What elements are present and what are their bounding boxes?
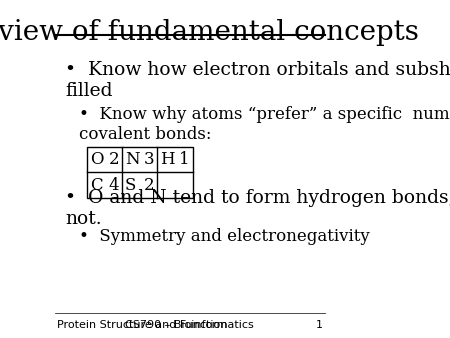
Text: Review of fundamental concepts: Review of fundamental concepts: [0, 19, 419, 46]
Text: H: H: [160, 151, 175, 168]
Text: N: N: [125, 151, 140, 168]
Bar: [87, 147, 193, 198]
Text: CS790 – Bioinformatics: CS790 – Bioinformatics: [126, 319, 254, 330]
Text: •  Symmetry and electronegativity: • Symmetry and electronegativity: [79, 228, 369, 245]
Text: •  Know why atoms “prefer” a specific  number of
covalent bonds:: • Know why atoms “prefer” a specific num…: [79, 106, 450, 143]
Text: 2: 2: [144, 176, 155, 194]
Text: S: S: [125, 176, 136, 194]
Text: 1: 1: [315, 319, 322, 330]
Text: 4: 4: [109, 176, 120, 194]
Text: 1: 1: [179, 151, 190, 168]
Text: Protein Structure and Function: Protein Structure and Function: [57, 319, 228, 330]
Text: •  O and N tend to form hydrogen bonds, C does
not.: • O and N tend to form hydrogen bonds, C…: [65, 189, 450, 228]
Text: O: O: [90, 151, 103, 168]
Text: •  Know how electron orbitals and subshells are
filled: • Know how electron orbitals and subshel…: [65, 61, 450, 100]
Text: 2: 2: [109, 151, 120, 168]
Text: C: C: [90, 176, 102, 194]
Text: 3: 3: [144, 151, 155, 168]
